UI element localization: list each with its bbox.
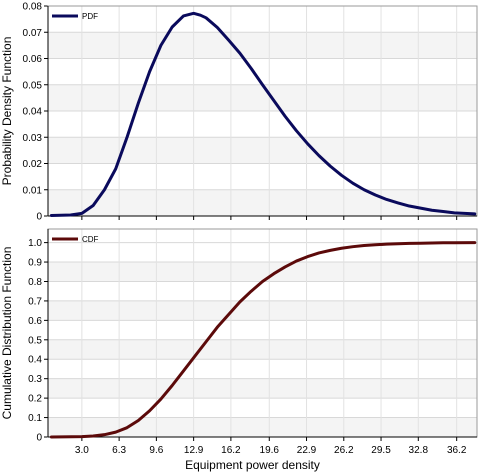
y-tick-label: 0.7 <box>28 296 42 307</box>
x-tick-label: 12.9 <box>184 445 204 456</box>
x-tick-label: 29.5 <box>371 445 391 456</box>
cdf-y-axis-title: Cumulative Distribution Function <box>0 247 14 420</box>
x-tick-label: 6.3 <box>112 445 126 456</box>
y-tick-label: 0.9 <box>28 258 42 269</box>
y-tick-label: 1.0 <box>28 238 42 249</box>
y-tick-label: 0.01 <box>23 185 43 196</box>
y-tick-label: 0.08 <box>23 2 43 13</box>
grid-band <box>48 32 477 59</box>
series-line-cdf <box>49 241 477 439</box>
x-tick-label: 3.0 <box>75 445 89 456</box>
y-tick-label: 0.5 <box>28 335 42 346</box>
grid-band <box>48 189 477 216</box>
y-tick-label: 0 <box>36 212 42 223</box>
y-tick-label: 0.8 <box>28 277 42 288</box>
x-axis-title: Equipment power density <box>185 458 320 472</box>
y-tick-label: 0.2 <box>28 394 42 405</box>
y-tick-label: 0.05 <box>23 80 43 91</box>
x-tick-label: 19.6 <box>260 445 280 456</box>
grid-band <box>48 339 477 360</box>
y-tick-label: 0.6 <box>28 316 42 327</box>
legend-label: CDF <box>82 235 99 244</box>
y-tick-label: 0 <box>36 433 42 444</box>
pdf-y-axis-title: Probability Density Function <box>0 37 14 186</box>
pdf-panel: 0 0.01 0.02 0.03 0.04 0.05 0.06 0.07 0.08 PDF <box>23 2 478 223</box>
y-tick-label: 0.04 <box>23 107 43 118</box>
grid-band <box>48 300 477 321</box>
y-tick-label: 0.4 <box>28 355 42 366</box>
grid-band <box>48 378 477 399</box>
x-tick-label: 9.6 <box>149 445 163 456</box>
grid-band <box>48 417 477 437</box>
x-tick-label: 16.2 <box>221 445 241 456</box>
y-tick-label: 0.03 <box>23 133 43 144</box>
grid-band <box>48 137 477 164</box>
x-tick-label: 22.9 <box>297 445 317 456</box>
x-tick-label: 26.2 <box>334 445 354 456</box>
legend-label: PDF <box>82 12 98 21</box>
series-line-pdf <box>49 11 477 217</box>
y-tick-label: 0.07 <box>23 28 43 39</box>
grid-band <box>48 84 477 111</box>
y-tick-label: 0.02 <box>23 159 43 170</box>
y-tick-label: 0.1 <box>28 413 42 424</box>
plot-area <box>48 229 477 437</box>
y-tick-label: 0.06 <box>23 54 43 65</box>
x-tick-label: 32.8 <box>409 445 429 456</box>
grid-band <box>48 262 477 282</box>
cdf-panel: 0 0.1 0.2 0.3 0.4 0.5 0.6 0.7 0.8 0.9 1.0 3.0 6.3 9.6… <box>28 228 478 456</box>
y-tick-label: 0.3 <box>28 374 42 385</box>
x-tick-label: 36.2 <box>447 445 467 456</box>
